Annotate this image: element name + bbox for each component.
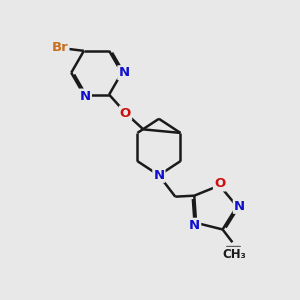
Text: N: N	[153, 169, 164, 182]
Text: N: N	[80, 90, 91, 103]
Text: Br: Br	[52, 41, 68, 54]
Text: O: O	[120, 106, 131, 119]
Text: O: O	[214, 178, 225, 190]
Text: N: N	[118, 66, 129, 79]
Text: N: N	[234, 200, 245, 213]
Text: N: N	[189, 219, 200, 232]
Text: CH₃: CH₃	[222, 248, 246, 261]
